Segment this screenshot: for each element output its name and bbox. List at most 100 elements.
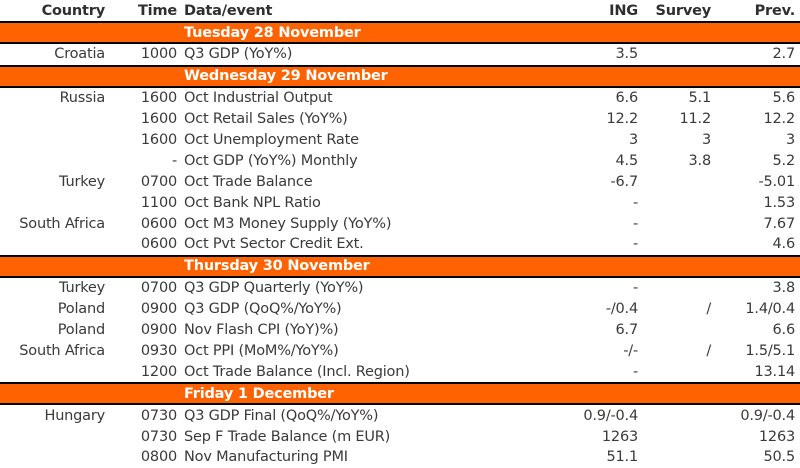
- ing-cell: 6.7: [615, 322, 639, 339]
- date-section-label: Friday 1 December: [184, 385, 334, 402]
- country-cell: Hungary: [44, 407, 105, 424]
- column-header-prev: Prev.: [754, 2, 796, 19]
- event-row: Poland 0900 Nov Flash CPI (YoY)%) 6.7 6.6: [0, 320, 800, 341]
- column-header-data-event: Data/event: [184, 2, 273, 19]
- date-section-label: Wednesday 29 November: [184, 68, 388, 85]
- event-row: 1600 Oct Retail Sales (YoY%) 12.2 11.2 12.2: [0, 109, 800, 130]
- column-header-survey: Survey: [655, 2, 712, 19]
- time-cell: 0900: [140, 301, 177, 318]
- time-cell: 0700: [140, 173, 177, 190]
- event-cell: Sep F Trade Balance (m EUR): [184, 428, 391, 445]
- ing-cell: -/0.4: [605, 301, 638, 318]
- prev-cell: 4.6: [772, 236, 796, 253]
- country-cell: Turkey: [59, 280, 105, 297]
- event-cell: Nov Flash CPI (YoY)%): [184, 322, 339, 339]
- event-cell: Oct Industrial Output: [184, 90, 333, 107]
- prev-cell: 13.14: [754, 363, 795, 380]
- country-cell: Turkey: [59, 173, 105, 190]
- ing-cell: 51.1: [606, 449, 639, 466]
- ing-cell: 3: [628, 132, 638, 149]
- event-cell: Oct Pvt Sector Credit Ext.: [184, 236, 364, 253]
- time-cell: 0600: [140, 236, 177, 253]
- event-cell: Q3 GDP Quarterly (YoY%): [184, 280, 364, 297]
- event-row: South Africa 0600 Oct M3 Money Supply (YoY…: [0, 213, 800, 234]
- time-cell: 0600: [140, 215, 177, 232]
- country-cell: Croatia: [54, 46, 105, 63]
- event-row: - Oct GDP (YoY%) Monthly 4.5 3.8 5.2: [0, 151, 800, 172]
- event-cell: Oct Trade Balance (Incl. Region): [184, 363, 410, 380]
- event-row: South Africa 0930 Oct PPI (MoM%/YoY%) -/- / 1…: [0, 341, 800, 362]
- prev-cell: 3: [785, 132, 795, 149]
- prev-cell: 1.4/0.4: [745, 301, 795, 318]
- date-section-band: Thursday 30 November: [0, 254, 800, 278]
- ing-cell: -: [632, 194, 638, 211]
- survey-cell: /: [706, 342, 711, 359]
- event-cell: Oct M3 Money Supply (YoY%): [184, 215, 392, 232]
- time-cell: -: [171, 152, 177, 169]
- prev-cell: 1.53: [763, 194, 796, 211]
- event-row: 0800 Nov Manufacturing PMI 51.1 50.5: [0, 447, 800, 468]
- ing-cell: -/-: [623, 342, 638, 359]
- country-cell: Poland: [57, 301, 105, 318]
- country-cell: Russia: [59, 90, 106, 107]
- prev-cell: -5.01: [758, 173, 795, 190]
- ing-cell: -: [632, 215, 638, 232]
- event-row: 1600 Oct Unemployment Rate 3 3 3: [0, 130, 800, 151]
- ing-cell: -: [632, 236, 638, 253]
- ing-cell: -6.7: [610, 173, 639, 190]
- event-row: 1200 Oct Trade Balance (Incl. Region) - 13.…: [0, 361, 800, 382]
- event-cell: Oct Retail Sales (YoY%): [184, 111, 348, 128]
- event-row: Poland 0900 Q3 GDP (QoQ%/YoY%) -/0.4 / 1.4/0.…: [0, 299, 800, 320]
- prev-cell: 7.67: [763, 215, 796, 232]
- event-row: Croatia 1000 Q3 GDP (YoY%) 3.5 2.7: [0, 44, 800, 65]
- ing-cell: 12.2: [606, 111, 639, 128]
- event-cell: Oct GDP (YoY%) Monthly: [184, 152, 358, 169]
- date-section-label: Thursday 30 November: [184, 258, 370, 275]
- time-cell: 1600: [140, 132, 177, 149]
- event-cell: Oct PPI (MoM%/YoY%): [184, 342, 339, 359]
- time-cell: 0700: [140, 280, 177, 297]
- prev-cell: 3.8: [772, 280, 796, 297]
- ing-cell: 4.5: [615, 152, 639, 169]
- event-cell: Q3 GDP Final (QoQ%/YoY%): [184, 407, 379, 424]
- event-cell: Oct Unemployment Rate: [184, 132, 359, 149]
- prev-cell: 5.2: [772, 152, 796, 169]
- prev-cell: 1263: [758, 428, 795, 445]
- date-section-band: Tuesday 28 November: [0, 21, 800, 44]
- event-row: Hungary 0730 Q3 GDP Final (QoQ%/YoY%) 0.9/-…: [0, 405, 800, 426]
- time-cell: 0730: [140, 407, 177, 424]
- ing-cell: 1263: [601, 428, 638, 445]
- event-cell: Q3 GDP (QoQ%/YoY%): [184, 301, 342, 318]
- column-header-ing: ING: [609, 2, 638, 19]
- event-cell: Oct Bank NPL Ratio: [184, 194, 321, 211]
- ing-cell: 0.9/-0.4: [583, 407, 638, 424]
- event-row: 0600 Oct Pvt Sector Credit Ext. - 4.6: [0, 234, 800, 255]
- survey-cell: 5.1: [688, 90, 712, 107]
- prev-cell: 1.5/5.1: [745, 342, 795, 359]
- event-row: 1100 Oct Bank NPL Ratio - 1.53: [0, 192, 800, 213]
- prev-cell: 50.5: [763, 449, 796, 466]
- time-cell: 1600: [140, 90, 177, 107]
- event-row: Turkey 0700 Oct Trade Balance -6.7 -5.01: [0, 171, 800, 192]
- survey-cell: /: [706, 301, 711, 318]
- date-section-band: Friday 1 December: [0, 382, 800, 406]
- time-cell: 0930: [140, 342, 177, 359]
- ing-cell: 6.6: [615, 90, 639, 107]
- time-cell: 0800: [140, 449, 177, 466]
- ing-cell: -: [632, 363, 638, 380]
- event-row: Russia 1600 Oct Industrial Output 6.6 5.1 5.6: [0, 88, 800, 109]
- time-cell: 1100: [140, 194, 177, 211]
- event-cell: Nov Manufacturing PMI: [184, 449, 348, 466]
- ing-cell: -: [632, 280, 638, 297]
- time-cell: 0900: [140, 322, 177, 339]
- event-cell: Q3 GDP (YoY%): [184, 46, 293, 63]
- event-cell: Oct Trade Balance: [184, 173, 313, 190]
- time-cell: 0730: [140, 428, 177, 445]
- date-section-band: Wednesday 29 November: [0, 64, 800, 88]
- prev-cell: 12.2: [763, 111, 796, 128]
- prev-cell: 5.6: [772, 90, 796, 107]
- column-header-time: Time: [137, 2, 177, 19]
- event-row: 0730 Sep F Trade Balance (m EUR) 1263 1263: [0, 426, 800, 447]
- prev-cell: 0.9/-0.4: [740, 407, 795, 424]
